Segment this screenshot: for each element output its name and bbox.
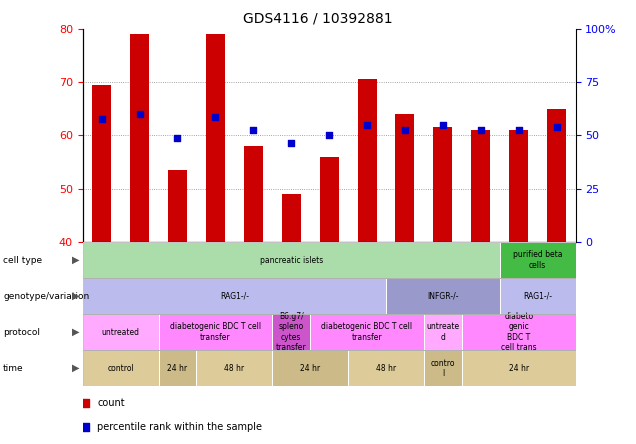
Text: RAG1-/-: RAG1-/- [220, 292, 249, 301]
Bar [206, 34, 225, 242]
Point [134, 111, 144, 118]
Text: protocol: protocol [3, 328, 40, 337]
Text: 24 hr: 24 hr [300, 364, 321, 373]
Point [400, 127, 410, 134]
Text: ▶: ▶ [72, 291, 80, 301]
Text: percentile rank within the sample: percentile rank within the sample [97, 422, 263, 432]
Bar [158, 314, 272, 350]
Bar [396, 114, 415, 242]
Bar [244, 146, 263, 242]
Bar [386, 278, 500, 314]
Text: 24 hr: 24 hr [509, 364, 529, 373]
Text: time: time [3, 364, 24, 373]
Point [172, 135, 183, 142]
Bar [83, 350, 576, 386]
Text: diabetogenic BDC T cell
transfer: diabetogenic BDC T cell transfer [321, 322, 413, 342]
Point [80, 424, 90, 431]
Bar [348, 350, 424, 386]
Bar [547, 109, 566, 242]
Bar [83, 314, 576, 350]
Bar [424, 350, 462, 386]
Text: contro
l: contro l [431, 359, 455, 378]
Text: untreated: untreated [102, 328, 139, 337]
Point [476, 127, 486, 134]
Bar [272, 350, 348, 386]
Text: INFGR-/-: INFGR-/- [427, 292, 459, 301]
Bar [500, 278, 576, 314]
Point [438, 121, 448, 128]
Text: count: count [97, 398, 125, 408]
Bar [357, 79, 377, 242]
Bar [462, 350, 576, 386]
Text: RAG1-/-: RAG1-/- [523, 292, 552, 301]
Text: ▶: ▶ [72, 327, 80, 337]
Bar [500, 242, 576, 278]
Point [248, 127, 258, 134]
Text: diabetogenic BDC T cell
transfer: diabetogenic BDC T cell transfer [170, 322, 261, 342]
Text: 24 hr: 24 hr [167, 364, 188, 373]
Bar [282, 194, 301, 242]
Text: untreate
d: untreate d [426, 322, 459, 342]
Bar [92, 85, 111, 242]
Point [324, 132, 335, 139]
Text: cell type: cell type [3, 255, 43, 265]
Point [97, 116, 107, 123]
Bar [130, 34, 149, 242]
Text: B6.g7/
spleno
cytes
transfer: B6.g7/ spleno cytes transfer [276, 312, 307, 352]
Bar [272, 314, 310, 350]
Text: pancreatic islets: pancreatic islets [259, 255, 323, 265]
Bar [424, 314, 462, 350]
Bar [158, 350, 197, 386]
Bar [471, 130, 490, 242]
Text: GDS4116 / 10392881: GDS4116 / 10392881 [243, 11, 393, 25]
Text: purified beta
cells: purified beta cells [513, 250, 562, 270]
Bar [83, 314, 158, 350]
Bar [310, 314, 424, 350]
Bar [462, 314, 576, 350]
Point [362, 121, 372, 128]
Text: ▶: ▶ [72, 363, 80, 373]
Bar [83, 278, 386, 314]
Bar [197, 350, 272, 386]
Bar [83, 350, 158, 386]
Bar [320, 157, 338, 242]
Text: diabeto
genic
BDC T
cell trans: diabeto genic BDC T cell trans [501, 312, 537, 352]
Bar [83, 242, 500, 278]
Text: 48 hr: 48 hr [225, 364, 244, 373]
Point [551, 124, 562, 131]
Text: 48 hr: 48 hr [376, 364, 396, 373]
Point [286, 140, 296, 147]
Point [211, 113, 221, 120]
Point [80, 400, 90, 407]
Text: genotype/variation: genotype/variation [3, 292, 90, 301]
Bar [168, 170, 187, 242]
Bar [509, 130, 528, 242]
Text: control: control [107, 364, 134, 373]
Point [514, 127, 524, 134]
Text: ▶: ▶ [72, 255, 80, 265]
Bar [83, 242, 576, 278]
Bar [433, 127, 452, 242]
Bar [83, 278, 576, 314]
